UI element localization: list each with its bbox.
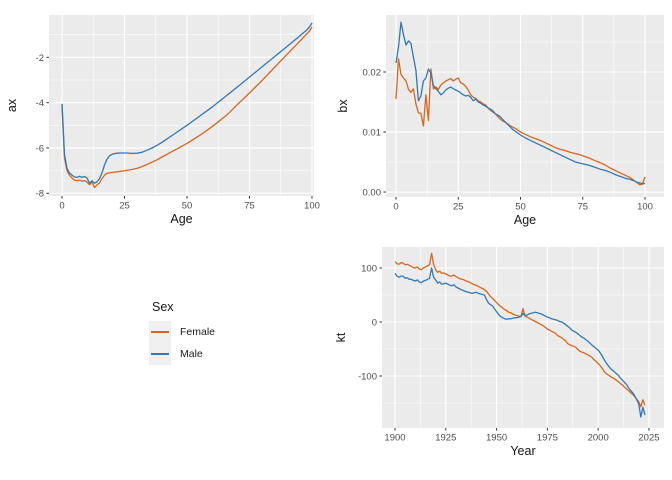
ax-vs-age-plot: 0 25 50 75 100 -2 -4 -6 -8 Age ax bbox=[0, 0, 336, 240]
svg-text:100: 100 bbox=[361, 263, 377, 274]
svg-text:25: 25 bbox=[453, 202, 464, 213]
svg-text:0.01: 0.01 bbox=[363, 127, 382, 138]
male-line-swatch bbox=[151, 353, 169, 355]
svg-text:-8: -8 bbox=[36, 189, 44, 200]
svg-text:1950: 1950 bbox=[486, 433, 507, 444]
sex-legend: Sex Female Male bbox=[149, 300, 269, 365]
kt-vs-year-plot: 1900 1925 1950 1975 2000 2025 100 0 -100 Year kt bbox=[336, 240, 672, 480]
legend-item-female: Female bbox=[149, 321, 269, 343]
svg-text:0: 0 bbox=[393, 202, 398, 213]
svg-text:0.02: 0.02 bbox=[363, 67, 382, 78]
legend-item-male: Male bbox=[149, 343, 269, 365]
svg-text:-6: -6 bbox=[36, 143, 44, 154]
svg-text:0: 0 bbox=[372, 317, 377, 328]
svg-text:1975: 1975 bbox=[537, 433, 558, 444]
svg-text:Year: Year bbox=[510, 444, 535, 458]
svg-text:2000: 2000 bbox=[588, 433, 609, 444]
svg-text:75: 75 bbox=[577, 202, 588, 213]
legend-key-male bbox=[149, 343, 171, 365]
female-line-swatch bbox=[151, 331, 169, 333]
svg-text:100: 100 bbox=[304, 201, 320, 212]
svg-text:75: 75 bbox=[244, 201, 255, 212]
svg-text:kt: kt bbox=[336, 332, 348, 342]
legend-label-male: Male bbox=[180, 348, 203, 360]
svg-text:-4: -4 bbox=[36, 98, 44, 109]
svg-text:ax: ax bbox=[5, 98, 19, 112]
svg-text:Age: Age bbox=[514, 213, 536, 227]
legend-title: Sex bbox=[152, 300, 174, 314]
svg-text:1900: 1900 bbox=[384, 433, 405, 444]
svg-text:50: 50 bbox=[182, 201, 193, 212]
legend-key-female bbox=[149, 321, 171, 343]
svg-text:0.00: 0.00 bbox=[363, 187, 382, 198]
bx-vs-age-plot: 0 25 50 75 100 0.00 0.01 0.02 Age bx bbox=[336, 0, 672, 240]
svg-text:0: 0 bbox=[59, 201, 64, 212]
svg-text:Age: Age bbox=[170, 212, 192, 226]
bx-plot-svg: 0 25 50 75 100 0.00 0.01 0.02 Age bx bbox=[336, 15, 664, 227]
ax-plot-svg: 0 25 50 75 100 -2 -4 -6 -8 Age ax bbox=[5, 15, 320, 226]
legend-label-female: Female bbox=[180, 326, 216, 338]
svg-text:bx: bx bbox=[336, 99, 350, 113]
svg-text:-2: -2 bbox=[36, 53, 44, 64]
svg-text:-100: -100 bbox=[358, 371, 377, 382]
svg-text:50: 50 bbox=[515, 202, 526, 213]
svg-text:25: 25 bbox=[119, 201, 130, 212]
svg-text:1925: 1925 bbox=[435, 433, 456, 444]
svg-text:100: 100 bbox=[637, 202, 653, 213]
svg-text:2025: 2025 bbox=[638, 433, 659, 444]
kt-plot-svg: 1900 1925 1950 1975 2000 2025 100 0 -100 Year kt bbox=[336, 247, 664, 458]
